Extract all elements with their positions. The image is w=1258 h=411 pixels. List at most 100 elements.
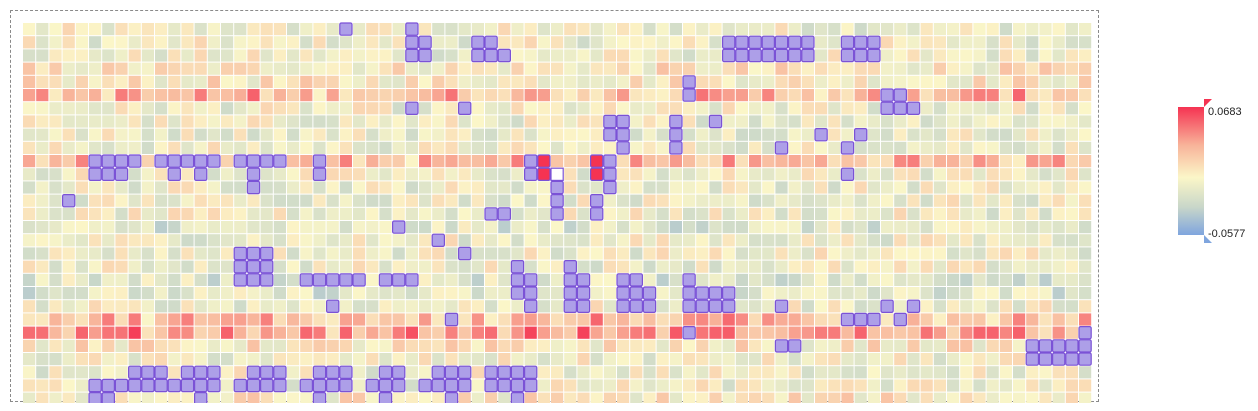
heatmap-cell[interactable] [577,155,590,168]
heatmap-cell[interactable] [630,49,643,62]
heatmap-cell[interactable] [841,260,854,273]
heatmap-cell[interactable] [287,300,300,313]
heatmap-cell[interactable] [260,115,273,128]
heatmap-cell[interactable] [788,260,801,273]
heatmap-cell-selected[interactable] [458,365,472,380]
heatmap-cell[interactable] [709,339,722,352]
heatmap-cell[interactable] [62,75,75,88]
heatmap-cell[interactable] [749,353,762,366]
heatmap-cell[interactable] [617,36,630,49]
heatmap-cell[interactable] [128,23,141,36]
heatmap-cell-selected[interactable] [523,154,538,168]
heatmap-cell[interactable] [247,49,260,62]
heatmap-cell[interactable] [207,23,220,36]
heatmap-cell[interactable] [551,392,564,403]
heatmap-cell[interactable] [656,353,669,366]
heatmap-cell-selected[interactable] [629,273,644,287]
heatmap-cell[interactable] [669,300,682,313]
heatmap-cell[interactable] [287,23,300,36]
heatmap-cell[interactable] [49,366,62,379]
heatmap-cell[interactable] [947,36,960,49]
heatmap-cell[interactable] [1013,141,1026,154]
heatmap-cell[interactable] [933,379,946,392]
heatmap-cell[interactable] [102,287,115,300]
heatmap-cell[interactable] [1026,234,1039,247]
heatmap-cell[interactable] [841,23,854,36]
heatmap-cell[interactable] [207,89,220,102]
heatmap-cell[interactable] [1052,194,1065,207]
heatmap-cell[interactable] [234,102,247,115]
heatmap-cell[interactable] [221,366,234,379]
heatmap-cell[interactable] [128,273,141,286]
heatmap-cell-selected[interactable] [616,286,630,300]
heatmap-cell[interactable] [366,181,379,194]
heatmap-cell[interactable] [775,313,788,326]
heatmap-cell[interactable] [128,392,141,403]
heatmap-cell[interactable] [762,62,775,75]
heatmap-cell-selected[interactable] [141,365,155,380]
heatmap-cell[interactable] [947,339,960,352]
heatmap-cell[interactable] [353,181,366,194]
heatmap-cell[interactable] [458,221,471,234]
heatmap-cell[interactable] [247,89,260,102]
heatmap-cell[interactable] [168,62,181,75]
heatmap-cell[interactable] [656,366,669,379]
heatmap-cell[interactable] [551,102,564,115]
heatmap-cell[interactable] [815,23,828,36]
heatmap-cell[interactable] [115,392,128,403]
heatmap-cell[interactable] [933,168,946,181]
heatmap-cell-selected[interactable] [127,365,142,380]
heatmap-cell[interactable] [577,260,590,273]
heatmap-cell[interactable] [920,49,933,62]
heatmap-cell[interactable] [23,366,36,379]
heatmap-cell[interactable] [749,102,762,115]
heatmap-cell-selected[interactable] [326,365,340,380]
heatmap-cell[interactable] [603,89,616,102]
heatmap-cell-selected[interactable] [312,154,327,168]
heatmap-cell[interactable] [828,207,841,220]
heatmap-cell[interactable] [287,168,300,181]
heatmap-cell[interactable] [867,300,880,313]
heatmap-cell[interactable] [537,353,550,366]
heatmap-cell-selected[interactable] [418,35,432,50]
heatmap-cell[interactable] [392,181,405,194]
heatmap-cell[interactable] [1039,36,1052,49]
heatmap-cell[interactable] [89,326,102,339]
heatmap-cell[interactable] [907,141,920,154]
heatmap-cell[interactable] [656,247,669,260]
heatmap-cell[interactable] [36,313,49,326]
heatmap-cell[interactable] [181,234,194,247]
heatmap-cell[interactable] [419,75,432,88]
heatmap-cell[interactable] [656,300,669,313]
heatmap-cell[interactable] [630,141,643,154]
heatmap-cell[interactable] [854,260,867,273]
heatmap-cell[interactable] [590,102,603,115]
heatmap-cell[interactable] [854,392,867,403]
heatmap-cell-selected[interactable] [523,365,538,380]
heatmap-cell[interactable] [141,247,154,260]
heatmap-cell[interactable] [867,247,880,260]
heatmap-cell[interactable] [722,207,735,220]
heatmap-cell[interactable] [247,313,260,326]
heatmap-cell-selected[interactable] [273,365,287,380]
heatmap-cell[interactable] [841,326,854,339]
heatmap-cell[interactable] [1079,155,1092,168]
heatmap-cell[interactable] [141,207,154,220]
heatmap-cell[interactable] [194,273,207,286]
heatmap-cell[interactable] [260,128,273,141]
heatmap-cell[interactable] [49,141,62,154]
heatmap-cell[interactable] [696,353,709,366]
heatmap-cell[interactable] [577,207,590,220]
heatmap-cell[interactable] [696,49,709,62]
heatmap-cell[interactable] [141,353,154,366]
heatmap-cell[interactable] [881,353,894,366]
heatmap-cell[interactable] [656,115,669,128]
heatmap-cell[interactable] [260,300,273,313]
heatmap-cell[interactable] [551,287,564,300]
heatmap-cell[interactable] [419,141,432,154]
heatmap-cell[interactable] [788,300,801,313]
heatmap-cell[interactable] [735,260,748,273]
heatmap-cell[interactable] [366,221,379,234]
heatmap-cell[interactable] [300,339,313,352]
heatmap-cell[interactable] [353,300,366,313]
